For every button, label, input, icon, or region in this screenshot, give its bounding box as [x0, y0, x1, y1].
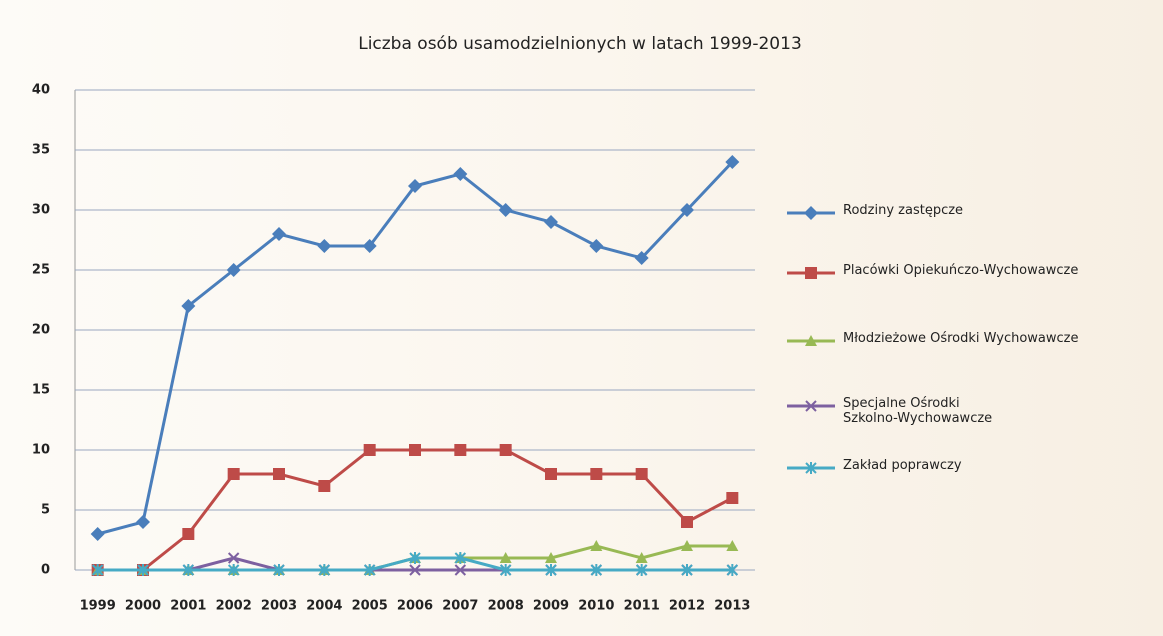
marker: [318, 564, 331, 576]
y-tick-label: 40: [32, 83, 50, 98]
marker: [227, 552, 240, 564]
y-tick-label: 15: [32, 383, 50, 398]
marker: [805, 267, 817, 279]
marker: [317, 239, 332, 253]
marker: [635, 564, 648, 576]
legend-item: Zakład poprawczy: [785, 458, 1155, 476]
x-tick-label: 2009: [533, 599, 569, 614]
marker: [805, 462, 817, 474]
marker: [181, 299, 196, 313]
legend-label: Młodzieżowe Ośrodki Wychowawcze: [843, 331, 1079, 346]
x-tick-label: 2011: [624, 599, 660, 614]
marker: [499, 564, 512, 576]
marker: [273, 564, 285, 576]
x-tick-label: 2003: [261, 599, 297, 614]
y-tick-label: 10: [32, 443, 50, 458]
marker: [544, 215, 558, 229]
marker: [272, 227, 286, 241]
marker: [499, 552, 512, 563]
marker: [545, 552, 557, 563]
marker: [454, 552, 467, 564]
x-tick-label: 2000: [125, 599, 161, 614]
marker: [273, 468, 285, 480]
marker: [363, 564, 376, 576]
x-tick-label: 2006: [397, 599, 433, 614]
marker: [680, 203, 694, 217]
marker: [409, 552, 421, 564]
marker: [498, 203, 513, 217]
marker: [726, 540, 739, 551]
marker: [590, 540, 603, 551]
marker: [589, 239, 604, 253]
legend-label: Zakład poprawczy: [843, 458, 962, 473]
marker: [318, 480, 331, 492]
legend-swatch: [787, 462, 835, 474]
marker: [454, 444, 467, 456]
marker: [227, 564, 240, 576]
marker: [499, 444, 512, 456]
x-tick-label: 2012: [669, 599, 705, 614]
marker: [409, 564, 421, 576]
marker: [226, 263, 241, 277]
marker: [136, 515, 150, 529]
x-tick-label: 2010: [578, 599, 614, 614]
x-tick-label: 2008: [488, 599, 524, 614]
legend-swatch: [787, 267, 835, 279]
y-tick-label: 30: [32, 203, 50, 218]
marker: [409, 444, 421, 456]
x-tick-label: 2002: [216, 599, 252, 614]
y-tick-label: 0: [41, 563, 50, 578]
legend-label: Rodziny zastępcze: [843, 203, 964, 218]
x-tick-label: 2007: [442, 599, 478, 614]
marker: [726, 564, 739, 576]
marker: [681, 516, 693, 528]
marker: [545, 468, 557, 480]
marker: [590, 564, 603, 576]
marker: [804, 206, 818, 220]
y-tick-label: 25: [32, 263, 50, 278]
marker: [182, 528, 195, 540]
marker: [453, 167, 468, 181]
legend-swatch: [787, 400, 835, 412]
legend-swatch: [787, 206, 835, 220]
marker: [681, 540, 693, 551]
marker: [227, 468, 240, 480]
legend-label: Placówki Opiekuńczo-Wychowawcze: [843, 263, 1079, 278]
x-tick-label: 1999: [80, 599, 116, 614]
legend-item: Placówki Opiekuńczo-Wychowawcze: [785, 263, 1155, 281]
marker: [182, 564, 195, 576]
marker: [91, 564, 104, 576]
marker: [363, 444, 376, 456]
x-tick-label: 2013: [714, 599, 750, 614]
marker: [137, 564, 149, 576]
marker: [805, 335, 817, 346]
legend-item: Rodziny zastępcze: [785, 203, 1155, 221]
marker: [725, 155, 740, 169]
chart-title: Liczba osób usamodzielnionych w latach 1…: [358, 34, 802, 54]
marker: [362, 239, 377, 253]
y-tick-label: 5: [41, 503, 50, 518]
marker: [805, 400, 817, 412]
marker: [635, 468, 648, 480]
legend-item: Młodzieżowe Ośrodki Wychowawcze: [785, 331, 1155, 349]
marker: [545, 564, 557, 576]
marker: [408, 179, 422, 193]
marker: [634, 251, 649, 265]
x-tick-label: 2005: [352, 599, 388, 614]
legend-item: Specjalne Ośrodki Szkolno-Wychowawcze: [785, 396, 1015, 426]
marker: [590, 468, 603, 480]
y-tick-label: 20: [32, 323, 50, 338]
marker: [454, 564, 467, 576]
marker: [681, 564, 693, 576]
legend-swatch: [787, 335, 835, 346]
x-tick-label: 2004: [306, 599, 342, 614]
legend-label: Specjalne Ośrodki Szkolno-Wychowawcze: [843, 396, 993, 426]
marker: [90, 527, 105, 541]
y-tick-label: 35: [32, 143, 50, 158]
marker: [726, 492, 739, 504]
marker: [635, 552, 648, 563]
x-tick-label: 2001: [170, 599, 206, 614]
